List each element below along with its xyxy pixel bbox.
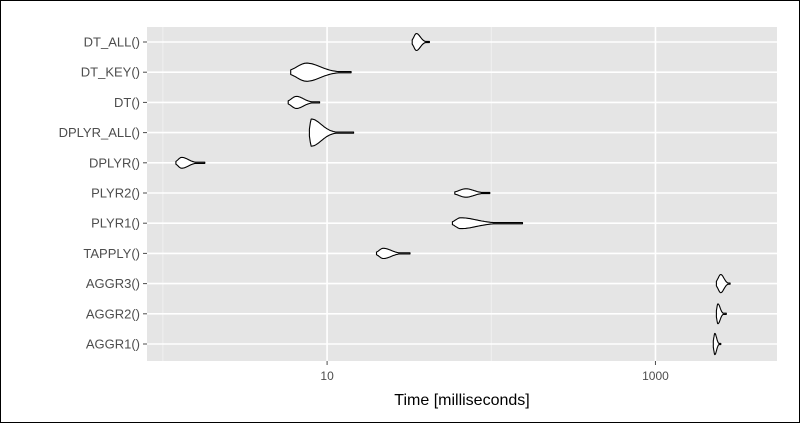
y-tick-label-6: PLYR1() (91, 216, 140, 231)
violin-dt (287, 95, 321, 109)
x-tick-label-1: 1000 (642, 369, 669, 383)
y-tick-label-0: DT_ALL() (84, 35, 140, 50)
violin-dplyr-all (308, 118, 355, 147)
y-axis: DT_ALL() DT_KEY() DT() DPLYR_ALL() DPLYR() PL… (59, 35, 147, 352)
y-tick-label-4: DPLYR() (89, 155, 140, 170)
violin-dplyr (175, 156, 206, 169)
x-axis-title: Time [milliseconds] (394, 392, 529, 409)
x-axis: 10 1000 (320, 361, 669, 383)
y-tick-label-5: PLYR2() (91, 186, 140, 201)
violin-dt-all (411, 32, 430, 52)
violin-aggr1 (712, 332, 722, 356)
minor-gridlines (162, 27, 492, 361)
violin-tapply (375, 247, 411, 260)
violin-plyr2 (454, 188, 491, 198)
violins (175, 32, 731, 356)
y-tick-label-1: DT_KEY() (81, 65, 140, 80)
y-tick-label-9: AGGR2() (86, 306, 140, 321)
y-tick-label-2: DT() (114, 95, 140, 110)
x-tick-label-0: 10 (320, 369, 334, 383)
violin-plyr1 (451, 217, 524, 230)
violin-aggr3 (715, 273, 731, 294)
y-tick-label-3: DPLYR_ALL() (59, 125, 140, 140)
violin-aggr2 (715, 303, 727, 325)
y-tick-label-7: TAPPLY() (83, 246, 140, 261)
violin-dt-key (290, 62, 352, 82)
y-tick-label-10: AGGR1() (86, 337, 140, 352)
major-gridlines (147, 27, 777, 361)
y-tick-label-8: AGGR3() (86, 276, 140, 291)
